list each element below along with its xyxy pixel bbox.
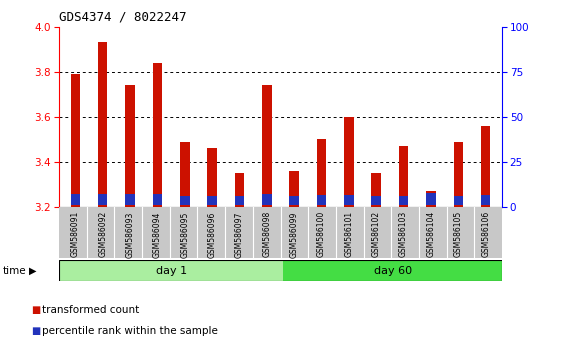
Bar [317,139,327,207]
Bar [98,42,108,207]
Bar [481,126,490,207]
Bar [208,148,217,207]
Bar [344,195,353,205]
Bar [71,194,80,205]
Text: day 1: day 1 [155,266,187,276]
Bar [453,196,463,205]
Bar [371,173,381,207]
Text: GSM586105: GSM586105 [454,211,463,257]
Bar [59,260,283,281]
Text: GDS4374 / 8022247: GDS4374 / 8022247 [59,11,186,24]
Text: GSM586099: GSM586099 [289,211,298,258]
Bar [344,117,353,207]
Bar [453,142,463,207]
Bar [125,194,135,205]
Bar [289,196,299,205]
Text: GSM586100: GSM586100 [317,211,326,257]
Text: GSM586092: GSM586092 [98,211,107,257]
Text: GSM586104: GSM586104 [426,211,435,257]
Bar [426,193,436,205]
Bar [125,85,135,207]
Bar [98,194,108,205]
Text: GSM586096: GSM586096 [208,211,217,258]
Text: ■: ■ [31,326,40,336]
Bar [283,260,502,281]
Text: GSM586093: GSM586093 [126,211,135,258]
Text: ■: ■ [31,305,40,315]
Text: transformed count: transformed count [42,305,139,315]
Text: time: time [3,266,26,276]
Bar [180,142,190,207]
Text: GSM586098: GSM586098 [263,211,272,257]
Text: percentile rank within the sample: percentile rank within the sample [42,326,218,336]
Bar [481,195,490,205]
Bar [317,195,327,205]
Text: GSM586095: GSM586095 [180,211,189,258]
Text: GSM586106: GSM586106 [481,211,490,257]
Bar [399,146,408,207]
Bar [262,194,272,205]
Bar [234,173,244,207]
Text: day 60: day 60 [374,266,412,276]
Text: GSM586101: GSM586101 [344,211,353,257]
Text: ▶: ▶ [29,266,36,276]
Text: GSM586091: GSM586091 [71,211,80,257]
Bar [153,63,162,207]
Bar [180,196,190,205]
Bar [289,171,299,207]
Text: GSM586097: GSM586097 [235,211,244,258]
Bar [399,196,408,205]
Bar [208,196,217,205]
Bar [153,194,162,205]
Text: GSM586102: GSM586102 [372,211,381,257]
Text: GSM586094: GSM586094 [153,211,162,258]
Bar [234,196,244,205]
Text: GSM586103: GSM586103 [399,211,408,257]
Bar [262,85,272,207]
Bar [71,74,80,207]
Bar [371,196,381,205]
Bar [426,191,436,207]
